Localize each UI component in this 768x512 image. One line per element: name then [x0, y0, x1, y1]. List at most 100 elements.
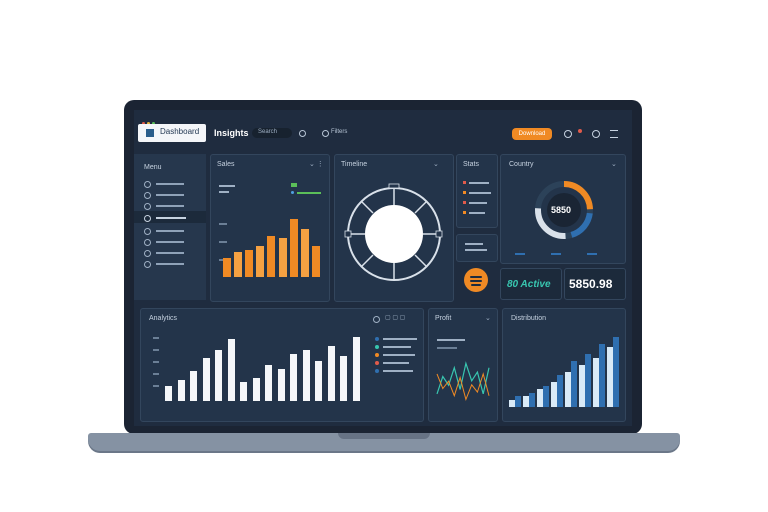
chart-bar: [557, 375, 563, 407]
metric-tile-total: 5850.98: [564, 268, 626, 300]
search-placeholder: Search: [258, 129, 278, 135]
chart-bar: [267, 236, 275, 277]
card-title: Profit: [435, 315, 452, 322]
maximize-dot[interactable]: [152, 122, 155, 125]
chart-bar: [599, 344, 605, 407]
chart-bar: [353, 337, 360, 401]
brand-logo[interactable]: Dashboard: [138, 124, 206, 142]
card-title: Analytics: [149, 315, 178, 322]
metric-value: 80 Active: [507, 279, 551, 290]
distribution-card: Distribution: [502, 308, 626, 422]
notification-icon[interactable]: [564, 130, 572, 138]
chart-bar: [290, 354, 297, 401]
card-options-icon[interactable]: ⌄: [433, 161, 439, 168]
profit-chart: [436, 361, 490, 401]
brand-name: Dashboard: [160, 127, 200, 136]
card-title: Distribution: [511, 315, 547, 322]
center-disc: [365, 205, 423, 263]
chart-bar: [178, 380, 185, 401]
chart-bar: [543, 386, 549, 407]
profit-line-secondary: [436, 372, 490, 401]
chart-bar: [565, 372, 571, 407]
nav-icon: [144, 250, 151, 257]
clock-icon[interactable]: [299, 130, 306, 137]
card-title: Timeline: [341, 161, 368, 168]
chart-bar: [509, 400, 515, 407]
nav-icon: [144, 261, 151, 268]
filter-icon[interactable]: [322, 130, 329, 137]
search-input[interactable]: Search: [252, 128, 292, 138]
chart-bar: [579, 365, 585, 407]
sidebar-title: Menu: [144, 164, 162, 171]
chart-bar: [571, 361, 577, 407]
card-title: Sales: [217, 161, 235, 168]
sales-card: Sales ⌄ ⋮: [210, 154, 330, 302]
minimize-dot[interactable]: [147, 122, 150, 125]
nav-icon: [144, 239, 151, 246]
country-card: Country ⌄ 5850: [500, 154, 626, 264]
search-icon[interactable]: [592, 130, 600, 138]
chart-bar: [265, 365, 272, 401]
sidebar-item-active[interactable]: [134, 211, 206, 223]
notification-badge: [578, 129, 582, 133]
legend-dot: [291, 191, 294, 194]
chart-bar: [607, 347, 613, 407]
chart-bar: [551, 382, 557, 407]
chart-bar: [315, 361, 322, 401]
dashboard-screen: Dashboard Insights Search Filters Downlo…: [134, 110, 632, 426]
chart-bar: [523, 396, 529, 407]
sales-chart: [223, 215, 323, 277]
distribution-chart: [509, 333, 621, 407]
chart-bar: [328, 346, 335, 401]
chart-bar: [529, 393, 535, 407]
nav-icon: [144, 192, 151, 199]
gauge-value: 5850: [551, 205, 572, 215]
logo-icon: [146, 129, 154, 137]
nav-icon: [144, 181, 151, 188]
card-options-icon[interactable]: ⌄ ⋮: [309, 161, 324, 168]
chart-bar: [301, 229, 309, 277]
metric-value: 5850.98: [569, 277, 613, 291]
page-title: Insights: [214, 128, 249, 138]
sidebar: Menu: [134, 154, 206, 300]
chart-bar: [228, 339, 235, 401]
chart-bar: [215, 350, 222, 401]
chart-bar: [312, 246, 320, 277]
chart-bar: [240, 382, 247, 401]
stats-card: Stats: [456, 154, 498, 228]
analytics-card: Analytics ▢ ▢ ▢: [140, 308, 424, 422]
menu-icon[interactable]: [610, 130, 618, 138]
chart-bar: [253, 378, 260, 401]
chart-bar: [278, 369, 285, 401]
chart-bar: [593, 358, 599, 407]
laptop-notch: [338, 433, 430, 439]
card-options-icon[interactable]: ⌄: [611, 161, 617, 168]
profit-card: Profit ⌄: [428, 308, 498, 422]
filter-label[interactable]: Filters: [331, 129, 348, 135]
chart-bar: [190, 371, 197, 401]
chart-bar: [613, 337, 619, 407]
card-title: Country: [509, 161, 534, 168]
chart-bar: [303, 350, 310, 401]
card-title: Stats: [463, 161, 479, 168]
mini-card: [456, 234, 498, 262]
chart-bar: [223, 258, 231, 277]
metric-tile-active: 80 Active: [500, 268, 562, 300]
chart-bar: [165, 386, 172, 401]
laptop-base: [88, 433, 680, 451]
radial-timeline: [344, 183, 443, 281]
audio-icon[interactable]: [464, 268, 488, 292]
window-controls: [142, 112, 157, 130]
chart-bar: [537, 389, 543, 407]
toolbar-icons[interactable]: ▢ ▢ ▢: [385, 315, 406, 321]
chart-bar: [203, 358, 210, 401]
close-dot[interactable]: [142, 122, 145, 125]
donut-gauge: [535, 181, 593, 239]
settings-icon[interactable]: [373, 316, 380, 323]
chart-bar: [245, 250, 253, 277]
card-options-icon[interactable]: ⌄: [485, 315, 491, 322]
download-button[interactable]: Download: [512, 128, 552, 140]
nav-icon: [144, 203, 151, 210]
legend-swatch: [291, 183, 297, 187]
chart-bar: [585, 354, 591, 407]
